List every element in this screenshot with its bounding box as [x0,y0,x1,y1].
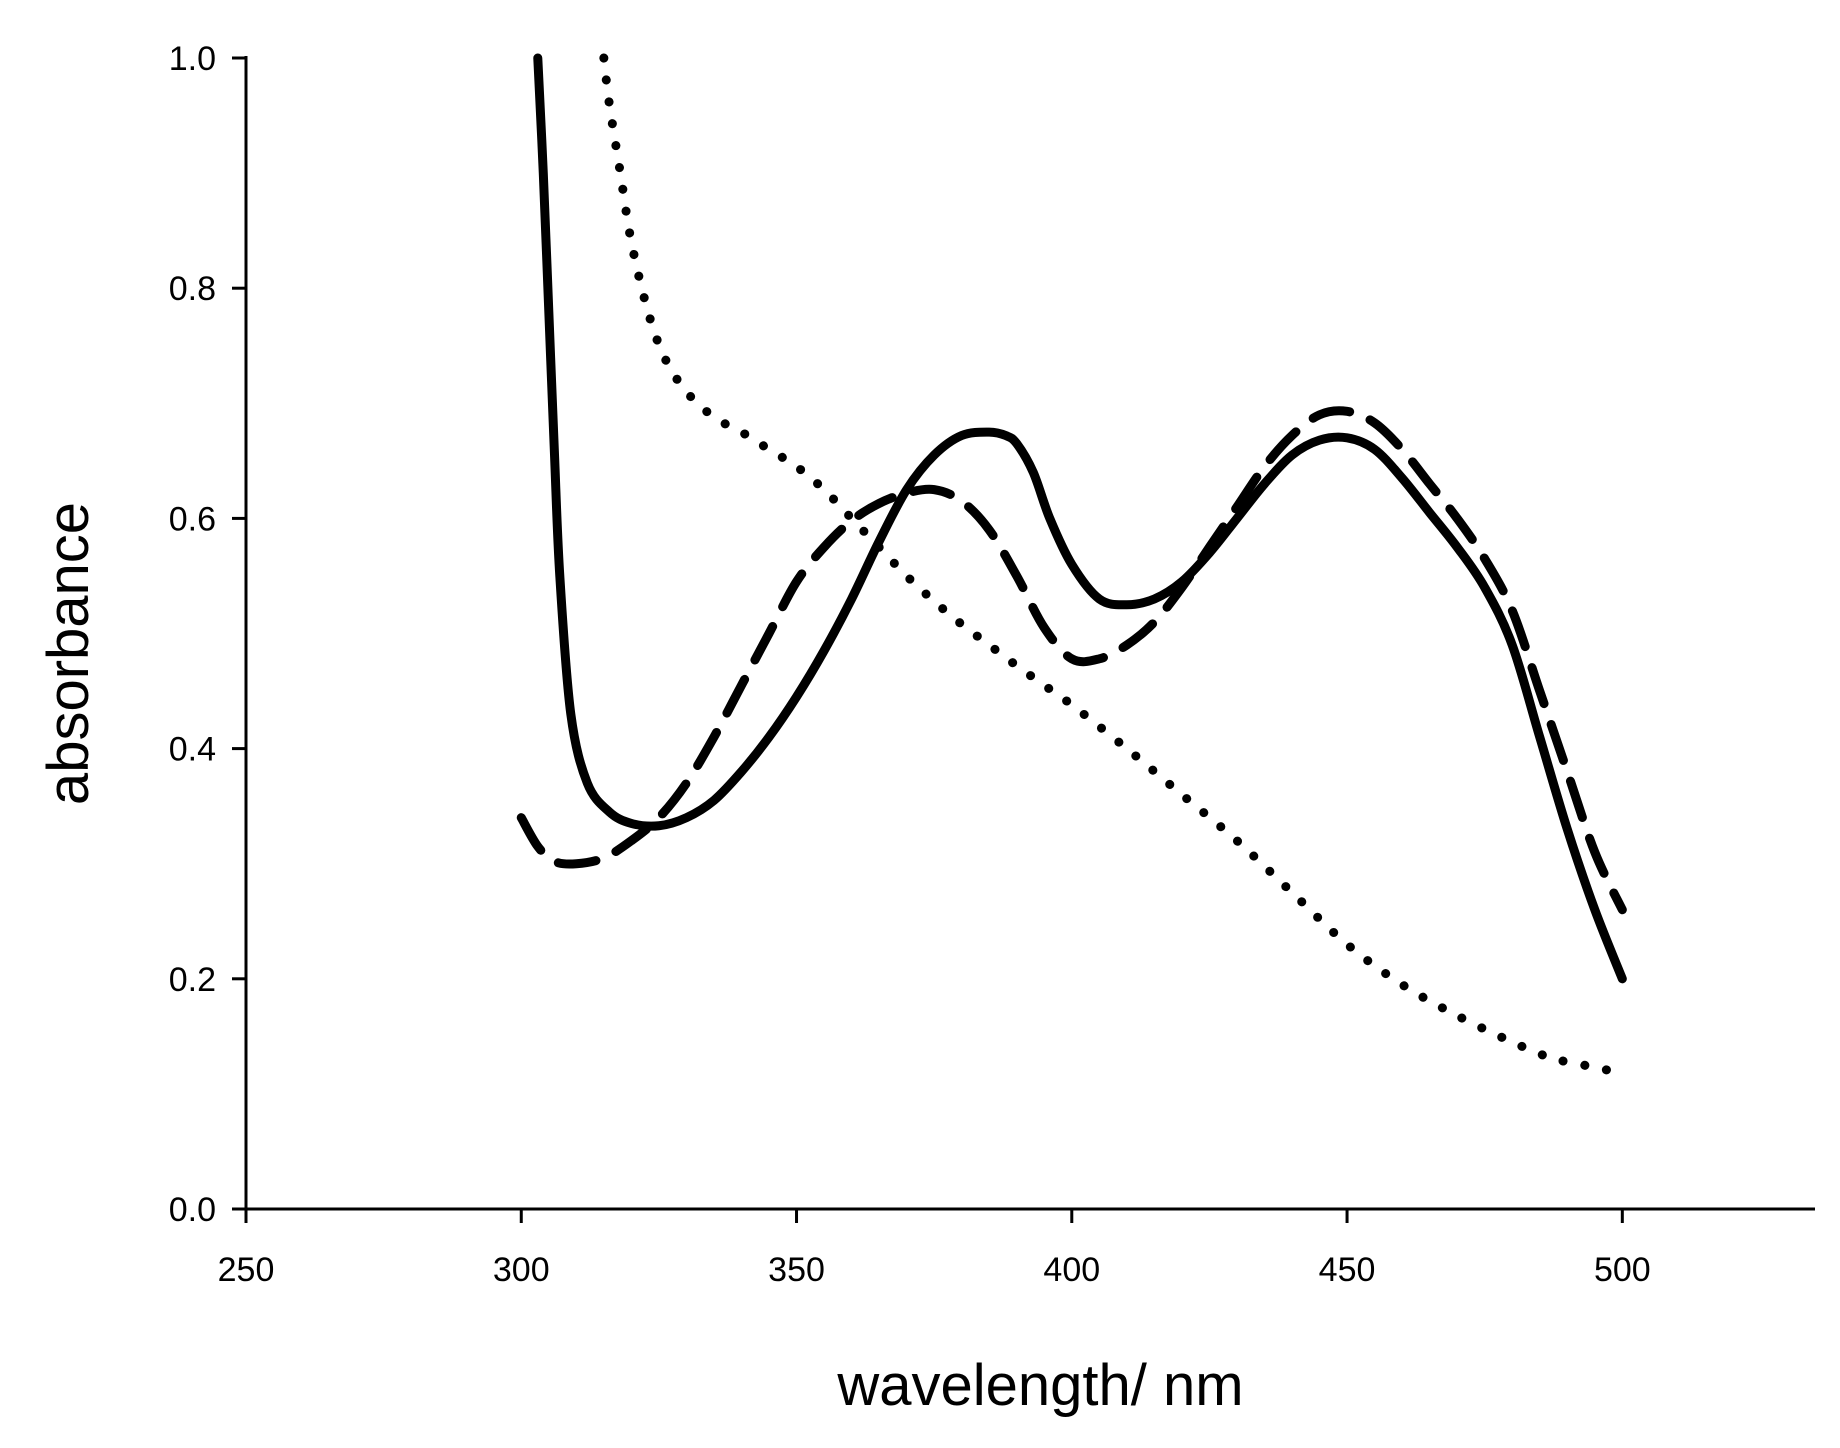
x-tick-label: 450 [1319,1251,1376,1289]
x-tick-label: 300 [493,1251,550,1289]
y-tick-label: 0.6 [169,500,216,538]
x-tick-label: 350 [768,1251,825,1289]
y-tick-label: 0.4 [169,731,216,769]
series-line-dotted [599,53,1627,1078]
series-line-dashed [516,406,1627,915]
y-tick-label: 0.2 [169,961,216,999]
y-axis-title: absorbance [36,502,101,805]
y-ticks: 0.0 0.2 0.4 0.6 0.8 1.0 [169,40,246,1229]
x-axis-title: wavelength/ nm [836,1353,1243,1418]
x-tick-label: 400 [1043,1251,1100,1289]
y-tick-label: 0.0 [169,1191,216,1229]
y-tick-label: 1.0 [169,40,216,78]
axes [244,56,1815,1211]
x-ticks: 250 300 350 400 450 500 [218,1209,1651,1289]
series-layer [516,53,1627,1078]
series-line-solid [533,53,1627,984]
x-tick-label: 500 [1594,1251,1651,1289]
y-tick-label: 0.8 [169,270,216,308]
x-tick-label: 250 [218,1251,275,1289]
